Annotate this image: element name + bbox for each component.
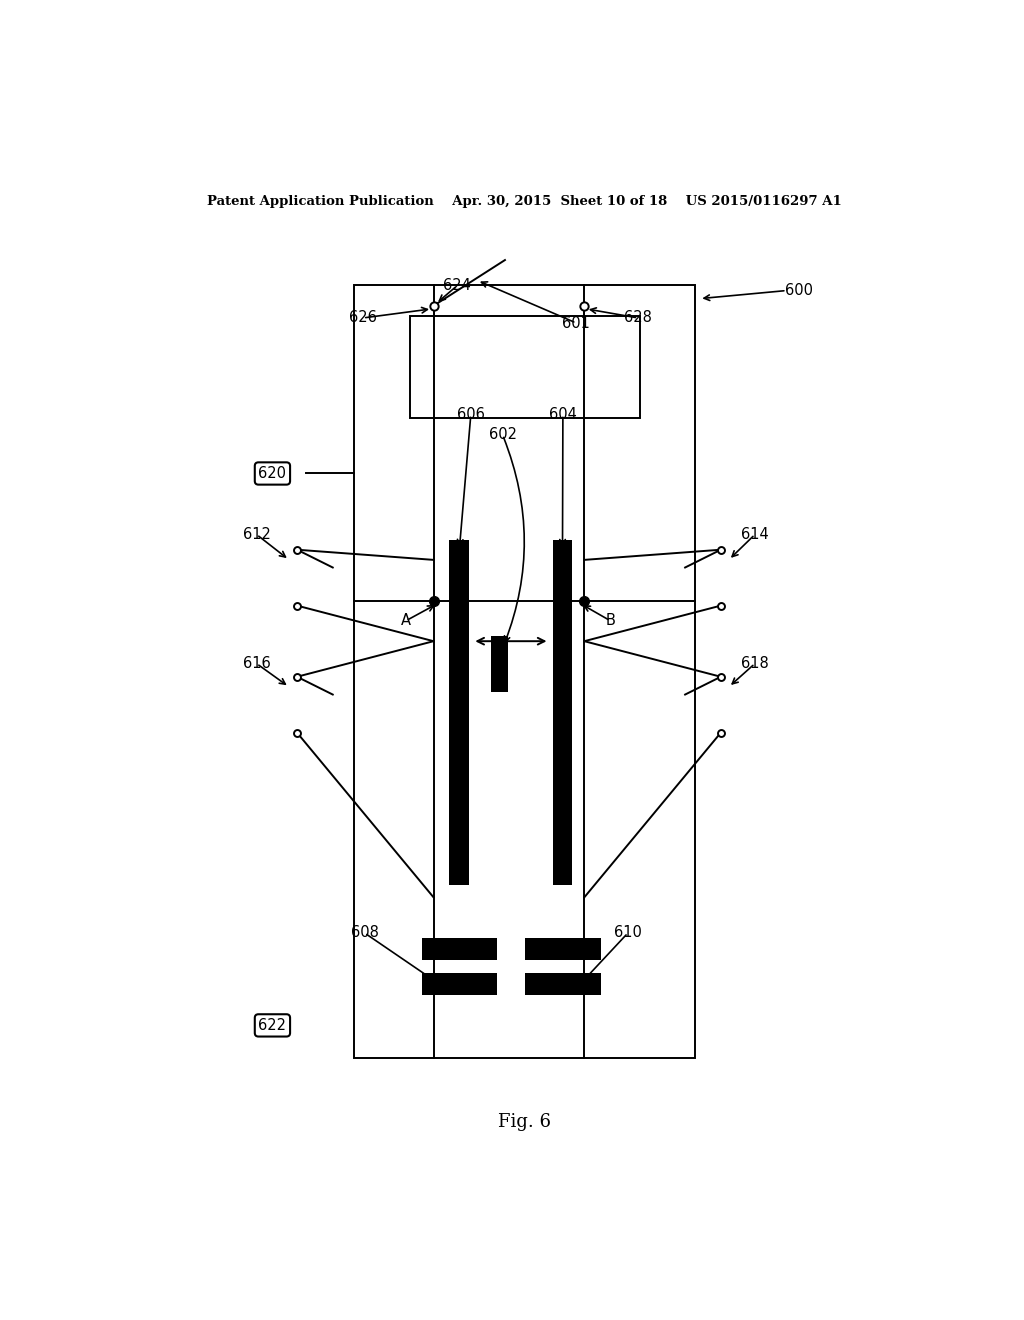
Bar bbox=[422, 939, 498, 961]
Text: 610: 610 bbox=[614, 925, 642, 940]
Text: 618: 618 bbox=[741, 656, 769, 671]
Text: 628: 628 bbox=[625, 310, 652, 326]
Text: 612: 612 bbox=[243, 527, 270, 543]
Text: 622: 622 bbox=[258, 1018, 287, 1032]
Text: 602: 602 bbox=[488, 428, 516, 442]
Text: B: B bbox=[605, 614, 615, 628]
Bar bbox=[525, 973, 601, 995]
Text: 608: 608 bbox=[350, 925, 379, 940]
Bar bbox=[450, 540, 469, 886]
Bar bbox=[525, 939, 601, 961]
Text: 601: 601 bbox=[562, 315, 590, 330]
Text: Fig. 6: Fig. 6 bbox=[499, 1113, 551, 1131]
Text: A: A bbox=[400, 614, 411, 628]
Text: 614: 614 bbox=[741, 527, 769, 543]
Bar bbox=[422, 973, 498, 995]
Text: 606: 606 bbox=[457, 407, 484, 422]
Text: 626: 626 bbox=[349, 310, 377, 326]
Bar bbox=[553, 540, 572, 886]
Text: 600: 600 bbox=[784, 282, 813, 298]
Text: 616: 616 bbox=[243, 656, 270, 671]
Text: 604: 604 bbox=[549, 407, 577, 422]
Bar bbox=[410, 315, 640, 417]
Bar bbox=[490, 636, 508, 692]
Text: 624: 624 bbox=[443, 279, 471, 293]
Text: 620: 620 bbox=[258, 466, 287, 480]
Bar bbox=[354, 285, 695, 1057]
Text: Patent Application Publication    Apr. 30, 2015  Sheet 10 of 18    US 2015/01162: Patent Application Publication Apr. 30, … bbox=[208, 194, 842, 207]
